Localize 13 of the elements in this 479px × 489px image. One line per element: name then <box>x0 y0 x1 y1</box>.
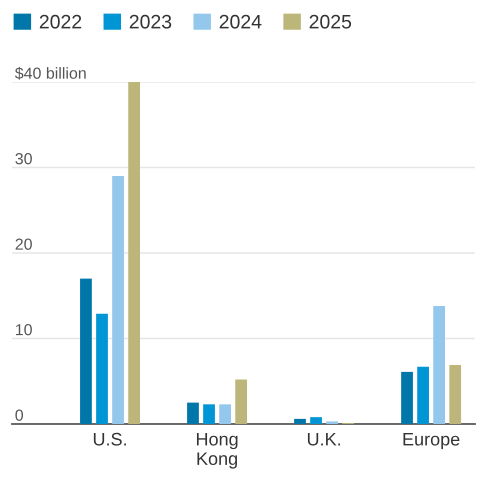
x-tick-label: U.K. <box>308 432 340 446</box>
x-tick-label: U.S. <box>94 432 126 446</box>
y-tick-label: 20 <box>16 238 32 250</box>
legend-label: 2024 <box>220 14 262 29</box>
legend-label: 2022 <box>40 14 82 29</box>
x-tick-label: Europe <box>403 432 460 450</box>
y-tick-label: 0 <box>15 410 24 421</box>
legend-label: 2023 <box>130 14 172 29</box>
y-tick-label: $40 billion <box>14 66 86 80</box>
y-tick-label: 30 <box>15 153 32 164</box>
y-tick-label: 10 <box>16 324 32 336</box>
x-tick-label: Hong Kong <box>196 432 238 469</box>
legend-label: 2025 <box>310 14 352 29</box>
